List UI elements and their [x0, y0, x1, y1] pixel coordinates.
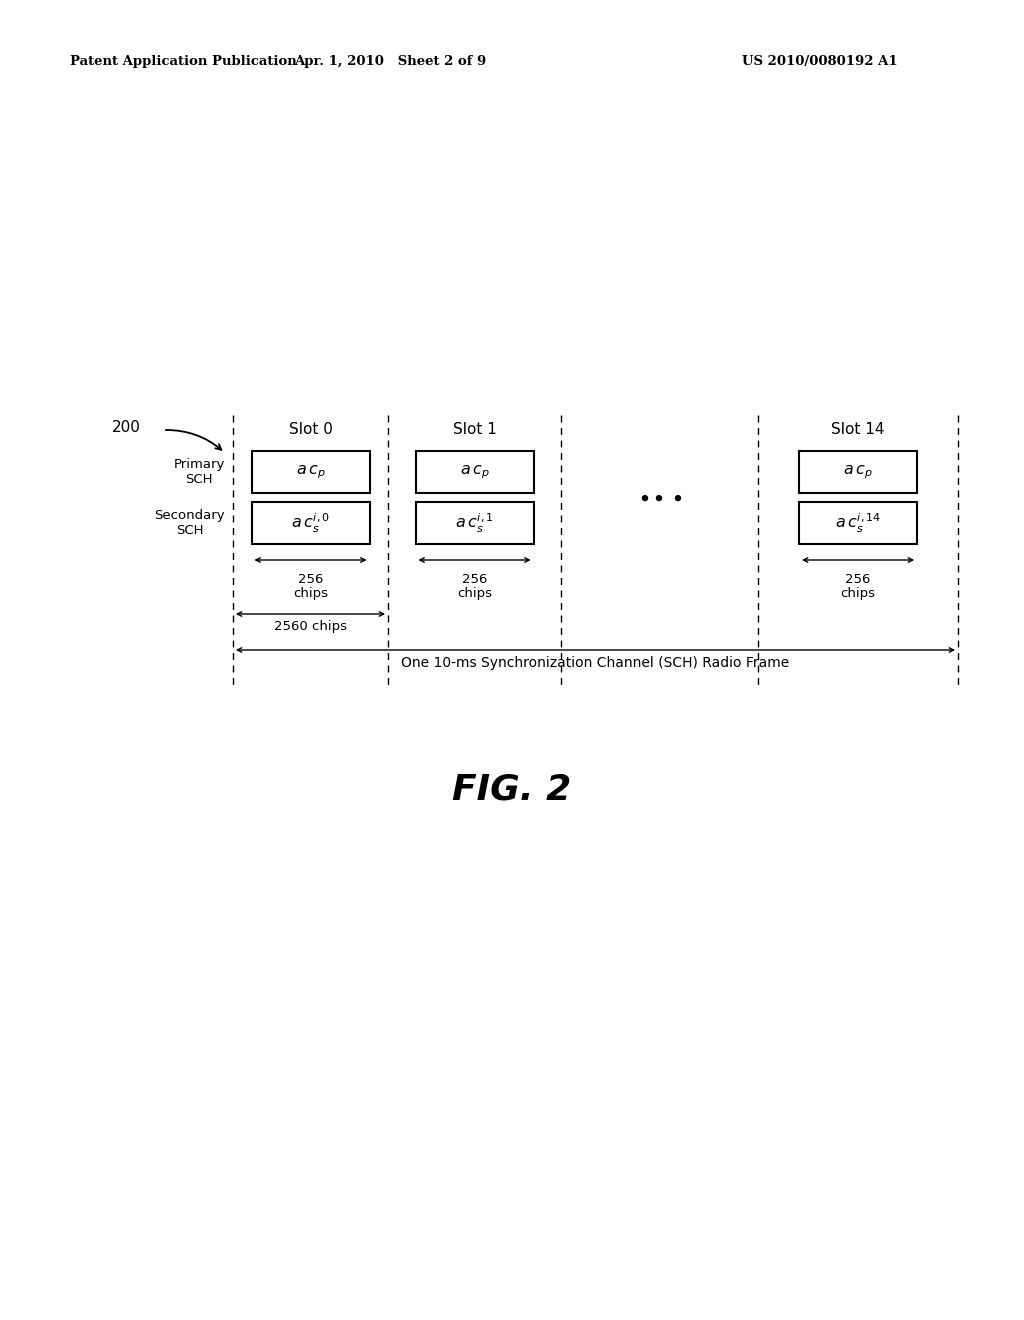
Text: Primary
SCH: Primary SCH	[174, 458, 225, 486]
Text: Slot 1: Slot 1	[453, 422, 497, 437]
Text: $\bullet\!\bullet\!\bullet$: $\bullet\!\bullet\!\bullet$	[637, 487, 682, 507]
Bar	[416, 451, 534, 492]
Bar	[416, 502, 534, 544]
Text: chips: chips	[841, 587, 876, 601]
Text: 200: 200	[112, 420, 141, 436]
Text: Slot 0: Slot 0	[289, 422, 333, 437]
Text: $a\,c_p$: $a\,c_p$	[296, 463, 326, 480]
Text: chips: chips	[457, 587, 492, 601]
Bar	[252, 451, 370, 492]
Text: One 10-ms Synchronization Channel (SCH) Radio Frame: One 10-ms Synchronization Channel (SCH) …	[401, 656, 790, 671]
Text: 256: 256	[462, 573, 487, 586]
Bar	[799, 502, 918, 544]
Text: 256: 256	[298, 573, 324, 586]
Text: 2560 chips: 2560 chips	[274, 620, 347, 634]
Text: Slot 14: Slot 14	[831, 422, 885, 437]
Text: Secondary
SCH: Secondary SCH	[155, 510, 225, 537]
Text: $a\,c_p$: $a\,c_p$	[843, 463, 872, 480]
Text: $a\,c_s^{i,0}$: $a\,c_s^{i,0}$	[291, 511, 330, 535]
Text: Patent Application Publication: Patent Application Publication	[70, 55, 297, 69]
Text: US 2010/0080192 A1: US 2010/0080192 A1	[742, 55, 898, 69]
Text: $a\,c_p$: $a\,c_p$	[460, 463, 489, 480]
Text: Apr. 1, 2010   Sheet 2 of 9: Apr. 1, 2010 Sheet 2 of 9	[294, 55, 486, 69]
Text: FIG. 2: FIG. 2	[453, 774, 571, 807]
Text: $a\,c_s^{i,14}$: $a\,c_s^{i,14}$	[835, 511, 882, 535]
Text: 256: 256	[846, 573, 870, 586]
Text: $a\,c_s^{i,1}$: $a\,c_s^{i,1}$	[455, 511, 494, 535]
Text: chips: chips	[293, 587, 328, 601]
Bar	[252, 502, 370, 544]
Bar	[799, 451, 918, 492]
